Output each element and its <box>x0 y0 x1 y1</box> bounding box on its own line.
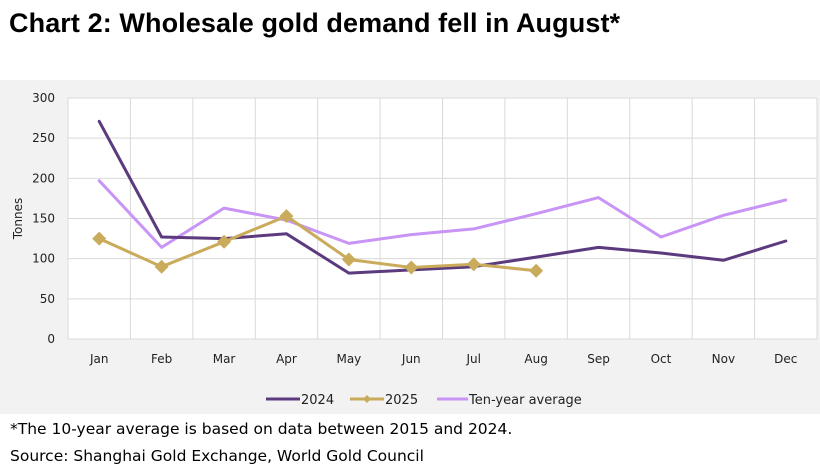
data-point-2025 <box>341 252 356 267</box>
y-tick-label: 150 <box>32 212 55 226</box>
legend-label: 2025 <box>385 393 418 408</box>
legend-label: 2024 <box>301 393 334 408</box>
data-point-2025 <box>279 209 294 224</box>
y-tick-label: 200 <box>32 171 55 185</box>
data-point-2025 <box>154 259 169 274</box>
x-tick-label: Aug <box>524 352 547 366</box>
x-tick-label: May <box>336 352 361 366</box>
x-tick-label: Oct <box>651 352 672 366</box>
x-tick-label: Apr <box>276 352 297 366</box>
source-note: Source: Shanghai Gold Exchange, World Go… <box>10 447 424 465</box>
data-point-2025 <box>92 231 107 246</box>
y-tick-label: 50 <box>40 292 55 306</box>
data-point-2025 <box>404 260 419 275</box>
series-line-2024 <box>97 119 788 275</box>
x-tick-label: Jun <box>401 352 421 366</box>
data-point-2025 <box>529 263 544 278</box>
legend-marker <box>363 395 371 403</box>
footnote: *The 10-year average is based on data be… <box>10 420 513 438</box>
legend-label: Ten-year average <box>468 393 582 408</box>
x-tick-label: Jan <box>89 352 109 366</box>
series-line-2025 <box>97 214 538 273</box>
x-tick-label: Mar <box>213 352 236 366</box>
y-tick-label: 250 <box>32 131 55 145</box>
x-tick-label: Nov <box>712 352 735 366</box>
x-tick-label: Feb <box>151 352 172 366</box>
series-line-ten-year-average <box>97 179 788 249</box>
x-tick-label: Dec <box>774 352 797 366</box>
x-tick-label: Jul <box>465 352 480 366</box>
y-tick-label: 0 <box>47 332 55 346</box>
chart-title: Chart 2: Wholesale gold demand fell in A… <box>9 8 621 38</box>
y-tick-label: 300 <box>32 91 55 105</box>
x-tick-label: Sep <box>587 352 610 366</box>
data-point-2025 <box>466 257 481 272</box>
y-tick-label: 100 <box>32 252 55 266</box>
y-axis-label: Tonnes <box>11 198 25 240</box>
data-point-2025 <box>217 234 232 249</box>
